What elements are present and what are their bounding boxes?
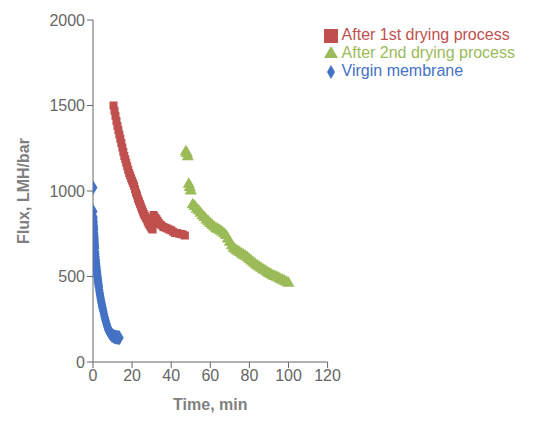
svg-text:Flux, LMH/bar: Flux, LMH/bar: [15, 138, 32, 244]
svg-text:100: 100: [275, 367, 302, 384]
svg-text:0: 0: [76, 354, 85, 371]
svg-text:0: 0: [89, 367, 98, 384]
svg-text:2000: 2000: [49, 12, 85, 29]
svg-text:120: 120: [314, 367, 341, 384]
svg-text:40: 40: [162, 367, 180, 384]
svg-text:1000: 1000: [49, 183, 85, 200]
svg-text:80: 80: [240, 367, 258, 384]
html-text:After 2nd drying process: After 2nd drying process: [341, 44, 515, 61]
svg-text:60: 60: [201, 367, 219, 384]
svg-text:Time, min: Time, min: [173, 396, 247, 413]
svg-text:20: 20: [123, 367, 141, 384]
html-text:After 1st drying process: After 1st drying process: [341, 26, 510, 43]
svg-text:1500: 1500: [49, 97, 85, 114]
html-text:Virgin membrane: Virgin membrane: [341, 62, 464, 79]
svg-text:500: 500: [58, 268, 85, 285]
